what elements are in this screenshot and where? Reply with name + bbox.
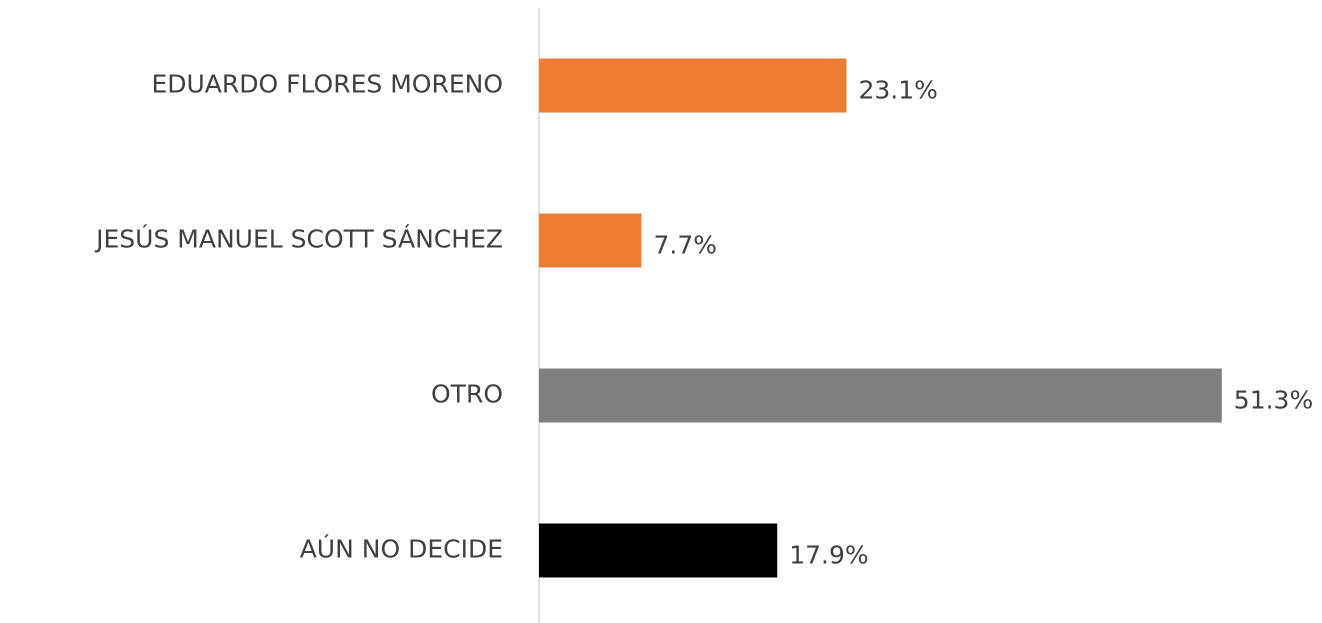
bar xyxy=(539,368,1222,423)
category-label: JESÚS MANUEL SCOTT SÁNCHEZ xyxy=(94,224,503,254)
value-label: 17.9% xyxy=(789,541,868,570)
category-label: AÚN NO DECIDE xyxy=(300,534,503,564)
bar xyxy=(539,523,778,578)
value-label: 7.7% xyxy=(653,231,717,260)
category-label: OTRO xyxy=(431,380,503,409)
value-label: 23.1% xyxy=(858,76,937,105)
bar xyxy=(539,58,847,113)
bar xyxy=(539,213,642,268)
value-label: 51.3% xyxy=(1234,386,1313,415)
category-label: EDUARDO FLORES MORENO xyxy=(151,70,503,99)
